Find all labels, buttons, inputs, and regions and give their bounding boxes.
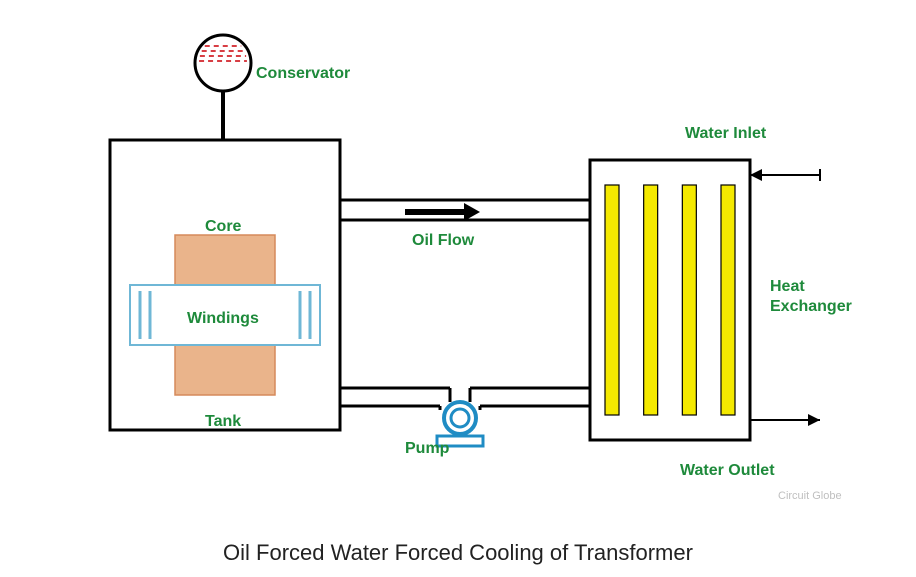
label-windings: Windings bbox=[187, 310, 259, 328]
label-tank: Tank bbox=[205, 413, 241, 431]
label-heat-ex-2: Exchanger bbox=[770, 298, 852, 316]
label-heat-ex-1: Heat bbox=[770, 278, 805, 296]
diagram-caption: Oil Forced Water Forced Cooling of Trans… bbox=[0, 540, 916, 566]
label-water-inlet: Water Inlet bbox=[685, 125, 766, 143]
label-oilflow: Oil Flow bbox=[412, 232, 474, 250]
label-water-outlet: Water Outlet bbox=[680, 462, 775, 480]
label-conservator: Conservator bbox=[256, 65, 350, 83]
label-pump: Pump bbox=[405, 440, 449, 458]
label-core: Core bbox=[205, 218, 241, 236]
credit-text: Circuit Globe bbox=[778, 490, 842, 502]
